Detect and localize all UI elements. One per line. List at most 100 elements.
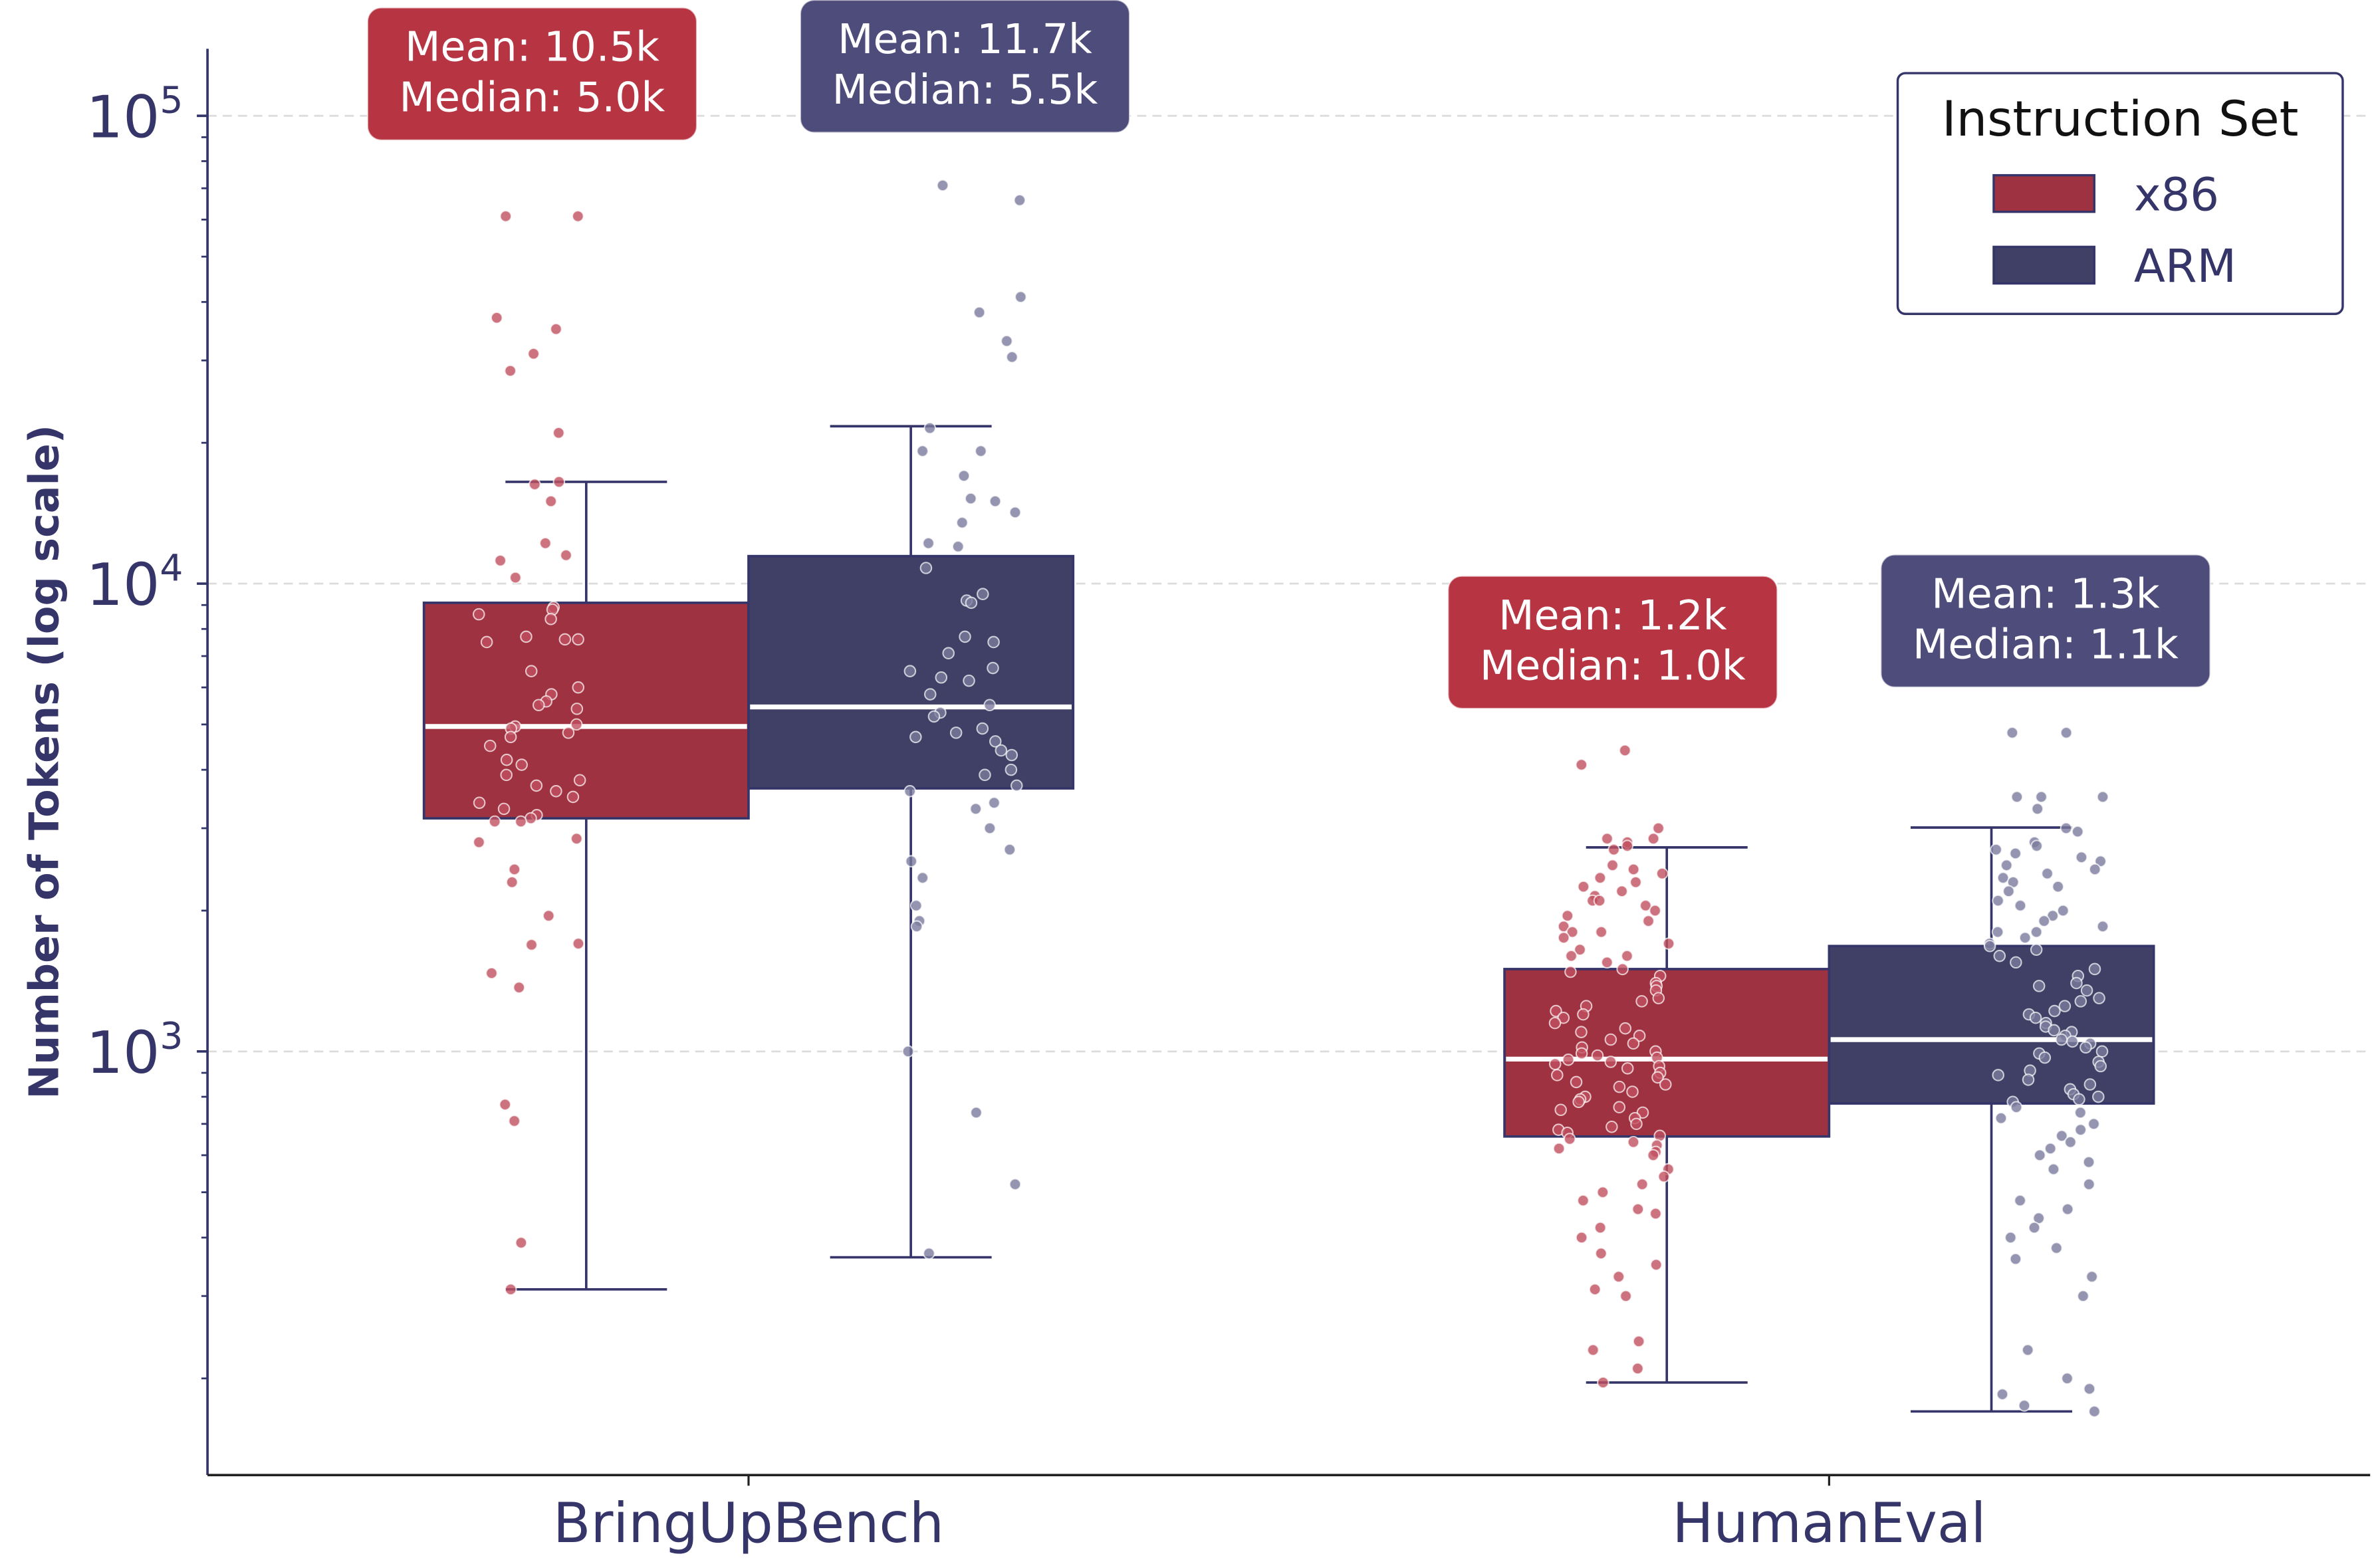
data-point [499, 210, 513, 223]
data-point [923, 688, 937, 701]
data-point [1993, 949, 2006, 962]
legend-swatch-x86 [1992, 173, 2095, 213]
data-point [987, 635, 1000, 649]
data-point [1563, 1133, 1576, 1145]
data-point [2009, 1252, 2022, 1266]
data-point [2092, 1090, 2105, 1103]
data-point [2031, 802, 2044, 816]
data-point [566, 790, 580, 804]
data-point [1575, 758, 1588, 771]
data-point [1662, 937, 1675, 950]
data-point [2038, 1051, 2052, 1064]
data-point [504, 1283, 517, 1296]
data-point [1657, 1170, 1671, 1183]
data-point [2055, 1033, 2068, 1046]
data-point [909, 899, 923, 912]
data-point [1003, 843, 1016, 856]
data-point [488, 815, 501, 828]
data-point [2088, 863, 2101, 876]
data-point [1659, 1078, 1672, 1091]
data-point [1655, 867, 1669, 880]
data-point [2050, 1242, 2063, 1254]
data-point [903, 785, 917, 798]
data-point [1604, 1033, 1617, 1046]
annotation-box [799, 0, 1131, 134]
data-point [1013, 193, 1026, 207]
data-point [2080, 984, 2093, 997]
data-point [2074, 995, 2087, 1008]
box-x86-humaneval [1503, 846, 1831, 1384]
data-point [1619, 1289, 1632, 1303]
data-point [2038, 915, 2050, 927]
data-point [509, 571, 522, 584]
data-point [2010, 1101, 2023, 1114]
data-point [1627, 1037, 1640, 1050]
data-point [527, 347, 540, 360]
data-point [1992, 1069, 2004, 1081]
data-point [1601, 832, 1613, 845]
data-point [2096, 920, 2109, 933]
data-point [1612, 1270, 1625, 1283]
data-point [570, 718, 583, 731]
data-point [2074, 1123, 2087, 1137]
annotation-median: Median: 1.1k [1913, 620, 2179, 668]
data-point [922, 536, 935, 550]
data-point [1570, 1075, 1583, 1089]
data-point [973, 306, 986, 319]
data-point [1616, 962, 1629, 976]
data-point [919, 562, 933, 574]
data-point [2035, 790, 2048, 804]
data-point [2010, 956, 2022, 969]
data-point [2030, 840, 2043, 852]
data-point [916, 445, 929, 457]
data-point [1554, 1103, 1567, 1117]
data-point [1631, 1362, 1644, 1375]
data-point [2000, 859, 2013, 872]
data-point [923, 421, 936, 435]
data-point [951, 540, 965, 553]
data-point [1552, 1142, 1566, 1155]
legend-title: Instruction Set [1942, 91, 2298, 148]
data-point [1626, 1085, 1639, 1098]
data-point [490, 311, 503, 324]
data-point [1621, 840, 1634, 852]
data-point [1548, 1016, 1562, 1030]
data-point [2061, 1372, 2074, 1385]
data-point [1642, 915, 1655, 927]
data-point [1001, 334, 1013, 348]
data-point [916, 871, 929, 884]
data-point [1652, 822, 1665, 835]
data-point [562, 727, 575, 739]
data-point [560, 549, 572, 562]
data-point [1994, 1111, 2008, 1125]
data-point [570, 832, 583, 845]
annotation-mean: Mean: 1.3k [1931, 570, 2160, 618]
data-point [2083, 1383, 2096, 1395]
data-point [570, 703, 584, 715]
data-point [2029, 1011, 2042, 1024]
data-point [2083, 1178, 2095, 1190]
data-point [1635, 1178, 1649, 1190]
data-point [1551, 1069, 1564, 1081]
annotation-median: Median: 5.0k [400, 73, 665, 121]
data-point [1595, 1247, 1607, 1260]
data-point [1639, 899, 1652, 912]
data-point [1983, 939, 1996, 952]
data-point [1613, 1101, 1626, 1114]
data-point [910, 920, 923, 933]
data-point [1647, 1149, 1660, 1162]
boxes [422, 425, 2155, 1413]
data-point [905, 855, 918, 867]
data-point [2014, 1194, 2026, 1207]
data-point [2071, 825, 2084, 838]
data-point [2060, 727, 2073, 739]
data-point [1629, 875, 1642, 889]
data-point [976, 722, 989, 735]
data-point [1005, 350, 1018, 364]
data-point [987, 661, 999, 675]
data-point [1991, 925, 2004, 939]
data-point [2094, 1060, 2107, 1073]
